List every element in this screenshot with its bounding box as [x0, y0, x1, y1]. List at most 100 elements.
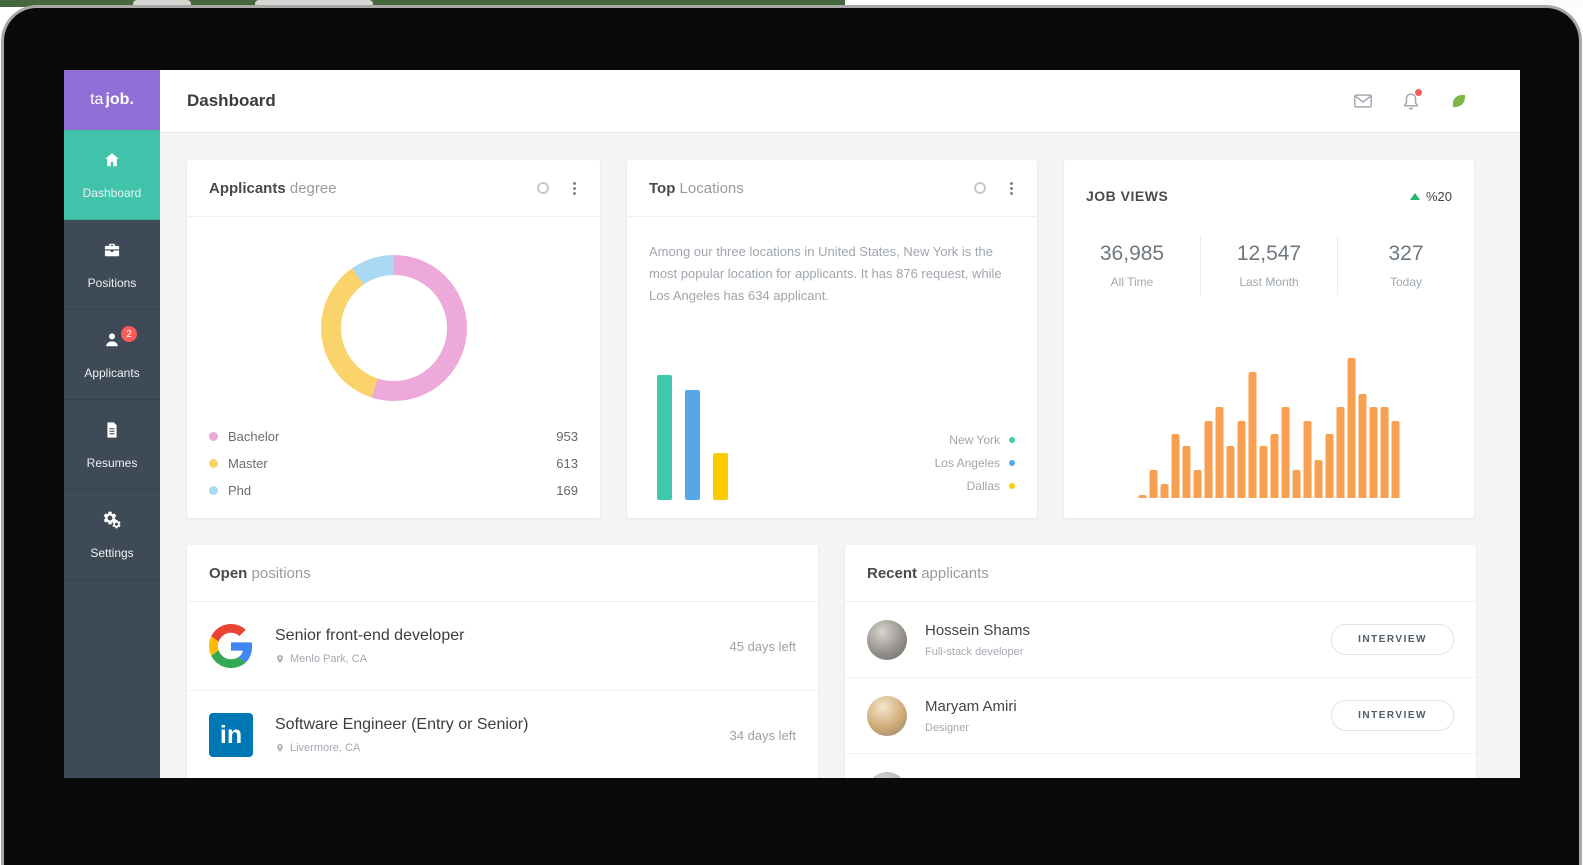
applicant-avatar [867, 695, 907, 736]
sparkline-bar [1182, 446, 1191, 498]
location-pin-icon [277, 655, 283, 663]
legend-item-dallas[interactable]: Dallas [935, 474, 1015, 497]
locations-bar-chart [657, 375, 728, 500]
desktop-background-left [0, 0, 845, 7]
sparkline-bar [1303, 421, 1312, 498]
collapse-circle-icon[interactable] [537, 182, 549, 194]
topbar: Dashboard [160, 70, 1520, 133]
collapse-circle-icon[interactable] [974, 182, 986, 194]
profile-leaf-avatar[interactable] [1448, 90, 1470, 112]
trend-up-icon [1409, 192, 1420, 200]
sidebar-item-positions[interactable]: Positions [64, 220, 160, 310]
card-title: Recent applicants [867, 564, 989, 582]
sparkline-bar [1226, 446, 1235, 498]
sparkline-bar [1248, 372, 1257, 498]
sidebar-item-label: Resumes [86, 455, 138, 470]
applicant-row-clipped [845, 754, 1476, 778]
home-icon [102, 150, 122, 175]
stat-all-time: 36,985 All Time [1064, 236, 1200, 295]
sparkline-bar [1193, 470, 1202, 498]
legend-dot [209, 459, 218, 468]
interview-button[interactable]: INTERVIEW [1331, 624, 1454, 655]
mail-icon[interactable] [1352, 90, 1374, 112]
job-views-stats: 36,985 All Time 12,547 Last Month 327 To… [1064, 236, 1474, 295]
interview-button[interactable]: INTERVIEW [1331, 700, 1454, 731]
cards-row-1: Applicants degree Bachelor 953 [187, 160, 1520, 518]
sidebar-item-label: Applicants [84, 365, 140, 380]
legend-item-los-angeles[interactable]: Los Angeles [935, 451, 1015, 474]
legend-item-phd[interactable]: Phd 169 [209, 477, 578, 504]
applicant-name: Maryam Amiri [925, 697, 1017, 715]
app-logo: ta job. [64, 70, 160, 130]
legend-label: Dallas [966, 478, 1000, 493]
degree-legend: Bachelor 953 Master 613 Phd 169 [209, 423, 578, 504]
card-header: JOB VIEWS %20 [1064, 160, 1474, 204]
trend-indicator: %20 [1409, 189, 1452, 204]
job-views-card: JOB VIEWS %20 36,985 All Time 12,547 Las… [1064, 160, 1474, 518]
open-position-row-google[interactable]: Senior front-end developer Menlo Park, C… [187, 602, 818, 691]
user-icon [102, 330, 122, 355]
location-bar [713, 453, 728, 500]
legend-item-master[interactable]: Master 613 [209, 450, 578, 477]
card-menu-kebab-icon[interactable] [571, 180, 578, 197]
legend-value: 953 [556, 429, 578, 444]
top-locations-card: Top Locations Among our three locations … [627, 160, 1037, 518]
sidebar-item-label: Settings [90, 545, 134, 560]
recent-applicants-card: Recent applicants Hossein Shams Full-sta… [845, 545, 1476, 778]
days-left: 34 days left [729, 727, 797, 743]
legend-ring [1009, 436, 1015, 443]
legend-ring [1009, 482, 1015, 489]
sparkline-bar [1325, 434, 1334, 498]
applicant-row: Hossein Shams Full-stack developer INTER… [845, 602, 1476, 678]
stat-last-month: 12,547 Last Month [1200, 236, 1337, 295]
legend-value: 169 [556, 483, 578, 498]
card-menu-kebab-icon[interactable] [1008, 180, 1015, 197]
applicant-name: Hossein Shams [925, 621, 1031, 639]
sidebar: ta job. Dashboard Positions 2 Applicants [64, 70, 160, 778]
card-title: Applicants degree [209, 179, 337, 197]
legend-label: Master [228, 456, 268, 471]
sidebar-item-settings[interactable]: Settings [64, 490, 160, 580]
logo-prefix: ta [90, 91, 104, 108]
legend-label: Los Angeles [934, 455, 1000, 470]
position-location: Menlo Park, CA [290, 653, 368, 665]
sparkline-bar [1171, 434, 1180, 498]
sparkline-bar [1281, 407, 1290, 498]
linkedin-logo-icon: in [209, 713, 253, 757]
notifications-bell-icon[interactable] [1400, 89, 1422, 112]
sparkline-bar [1138, 495, 1147, 498]
sidebar-item-dashboard[interactable]: Dashboard [64, 130, 160, 220]
legend-item-bachelor[interactable]: Bachelor 953 [209, 423, 578, 450]
sparkline-bar [1215, 407, 1224, 498]
sidebar-item-label: Positions [87, 275, 137, 290]
cogs-icon [102, 510, 122, 535]
sparkline-bar [1149, 470, 1158, 498]
degree-donut-chart [320, 255, 467, 401]
sparkline-bar [1380, 407, 1389, 498]
legend-item-new-york[interactable]: New York [935, 428, 1015, 451]
sidebar-item-applicants[interactable]: 2 Applicants [64, 310, 160, 400]
open-positions-card: Open positions Senior front-end develope… [187, 545, 818, 778]
location-bar [657, 375, 672, 500]
applicants-count-badge: 2 [121, 326, 137, 342]
topbar-icons [1352, 89, 1470, 112]
legend-label: New York [949, 432, 1000, 447]
stat-label: All Time [1110, 275, 1154, 289]
applicant-avatar [867, 771, 907, 778]
locations-description: Among our three locations in United Stat… [649, 244, 1002, 303]
logo-suffix: job. [105, 91, 134, 108]
open-position-row-linkedin[interactable]: in Software Engineer (Entry or Senior) L… [187, 691, 818, 778]
card-title: Open positions [209, 564, 311, 582]
card-title: Top Locations [649, 179, 744, 197]
position-location: Livermore, CA [290, 742, 361, 754]
sparkline-bar [1314, 460, 1323, 498]
days-left: 45 days left [729, 638, 797, 654]
job-views-sparkline [1138, 356, 1400, 498]
applicant-role: Designer [925, 721, 970, 734]
card-header: Top Locations [627, 160, 1037, 217]
desktop-background-right [845, 0, 1583, 7]
sparkline-bar [1292, 470, 1301, 498]
card-header: Applicants degree [187, 160, 600, 217]
legend-dot [209, 432, 218, 441]
sidebar-item-resumes[interactable]: Resumes [64, 400, 160, 490]
